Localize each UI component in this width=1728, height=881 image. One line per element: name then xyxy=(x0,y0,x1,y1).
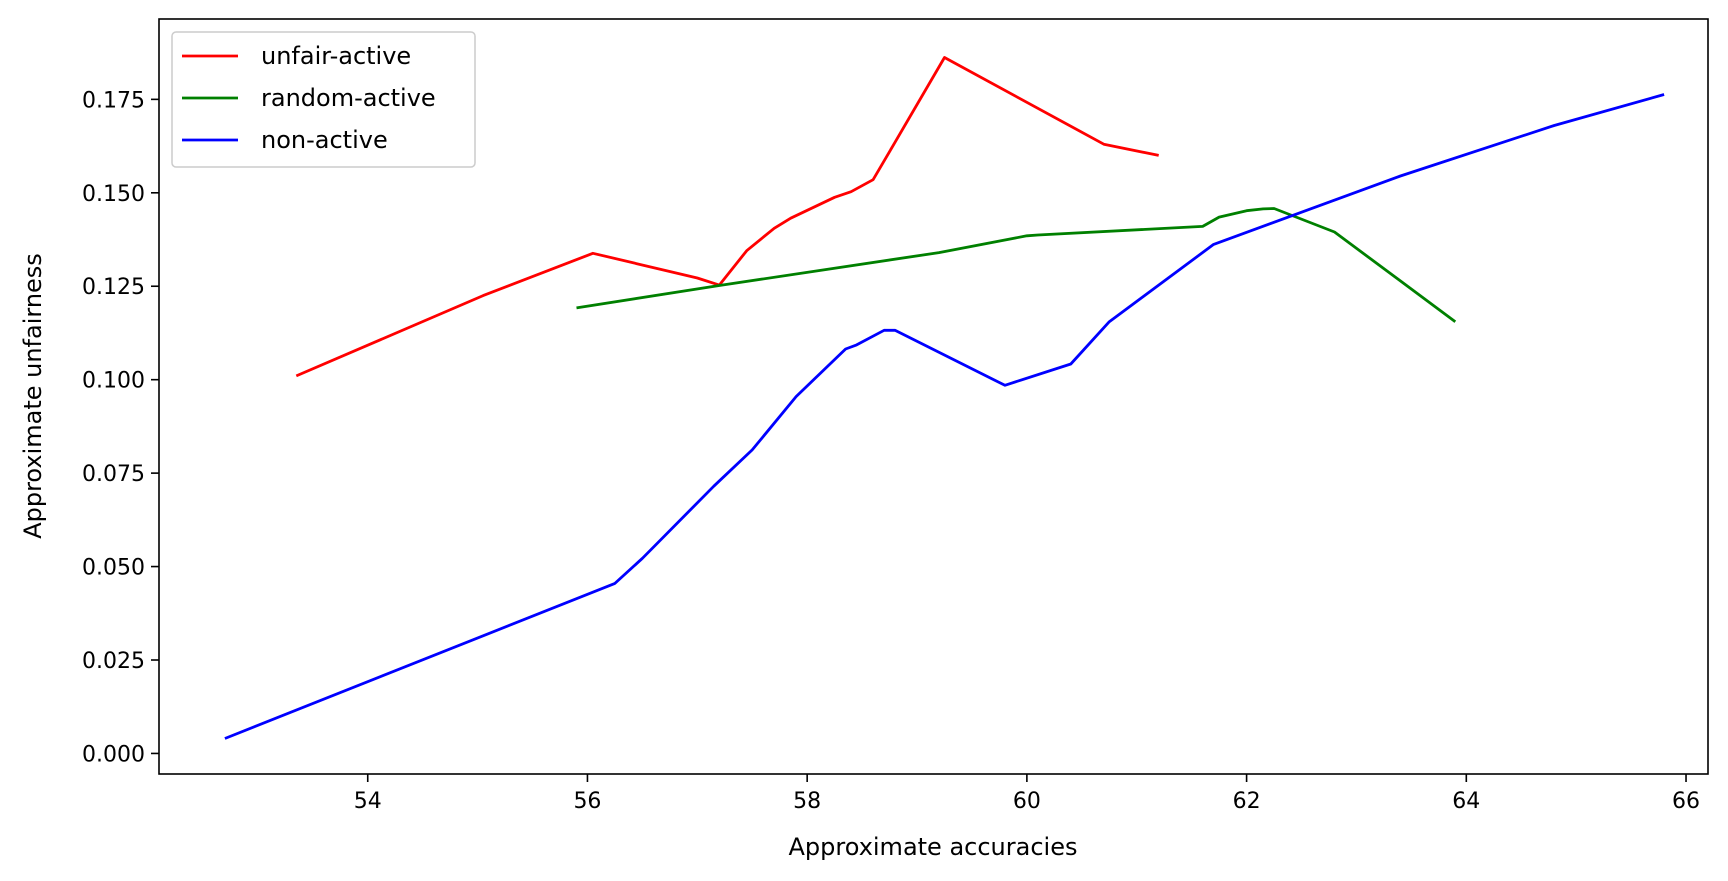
x-axis-label: Approximate accuracies xyxy=(789,833,1078,861)
y-tick-label: 0.100 xyxy=(82,369,145,394)
x-tick-label: 64 xyxy=(1452,789,1480,814)
y-tick-label: 0.075 xyxy=(82,462,145,487)
x-tick-label: 66 xyxy=(1672,789,1700,814)
x-tick-label: 54 xyxy=(354,789,382,814)
y-tick-label: 0.050 xyxy=(82,556,145,581)
x-tick-label: 60 xyxy=(1013,789,1041,814)
legend-box xyxy=(171,31,476,168)
series-line-unfair-active xyxy=(295,56,1159,378)
y-tick-label: 0.025 xyxy=(82,649,145,674)
series-layer xyxy=(224,56,1665,740)
x-tick-label: 56 xyxy=(573,789,601,814)
x-tick-label: 62 xyxy=(1233,789,1261,814)
legend-label-unfair-active: unfair-active xyxy=(261,42,411,70)
y-axis-label: Approximate unfairness xyxy=(19,253,47,539)
y-axis: 0.000 0.025 0.050 0.075 0.100 0.125 0.150 0.175 xyxy=(82,88,159,767)
x-tick-label: 58 xyxy=(793,789,821,814)
y-tick-label: 0.175 xyxy=(82,88,145,113)
y-tick-label: 0.000 xyxy=(82,742,145,767)
series-line-random-active xyxy=(576,207,1457,323)
legend-label-random-active: random-active xyxy=(261,84,436,112)
x-axis: 54 56 58 60 62 64 66 xyxy=(354,774,1700,814)
legend: unfair-active random-active non-active xyxy=(171,31,476,168)
series-line-non-active xyxy=(224,93,1665,740)
plot-frame xyxy=(158,18,1709,775)
legend-label-non-active: non-active xyxy=(261,126,388,154)
y-tick-label: 0.125 xyxy=(82,275,145,300)
y-tick-label: 0.150 xyxy=(82,182,145,207)
